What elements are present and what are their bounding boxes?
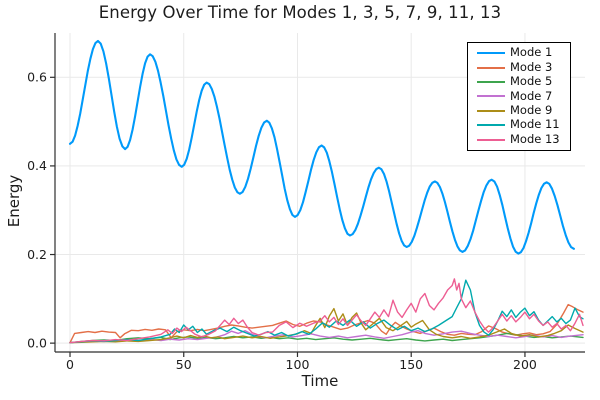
legend-label: Mode 7	[510, 88, 553, 103]
legend-label: Mode 9	[510, 103, 553, 117]
svg-text:200: 200	[513, 357, 537, 372]
svg-text:0.2: 0.2	[27, 247, 47, 262]
legend-line-swatch	[477, 124, 505, 127]
legend-label: Mode 13	[510, 131, 560, 146]
legend-line-swatch	[477, 109, 505, 112]
legend-line-swatch	[477, 52, 505, 55]
chart-title: Energy Over Time for Modes 1, 3, 5, 7, 9…	[98, 3, 502, 22]
legend-label: Mode 1	[510, 45, 553, 60]
legend-row: Mode 5	[468, 75, 570, 89]
legend-row: Mode 7	[468, 89, 570, 103]
svg-text:50: 50	[176, 357, 192, 372]
legend-row: Mode 13	[468, 132, 570, 146]
svg-text:0.0: 0.0	[27, 335, 47, 350]
svg-text:0: 0	[66, 357, 74, 372]
y-axis-label: Energy	[5, 174, 23, 228]
legend-label: Mode 5	[510, 74, 553, 89]
legend-line-swatch	[477, 138, 505, 141]
legend-line-swatch	[477, 80, 505, 83]
legend-label: Mode 3	[510, 59, 553, 74]
svg-text:100: 100	[286, 357, 310, 372]
legend-row: Mode 1	[468, 46, 570, 60]
svg-text:0.6: 0.6	[27, 70, 47, 85]
legend-row: Mode 9	[468, 104, 570, 118]
legend-label: Mode 11	[510, 117, 560, 132]
legend-line-swatch	[477, 95, 505, 98]
legend-line-swatch	[477, 66, 505, 69]
legend: Mode 1 Mode 3 Mode 5 Mode 7 Mode 9 Mode …	[467, 42, 571, 151]
x-axis-label: Time	[301, 372, 339, 390]
svg-text:0.4: 0.4	[27, 158, 47, 173]
legend-row: Mode 11	[468, 118, 570, 132]
svg-text:150: 150	[399, 357, 423, 372]
legend-row: Mode 3	[468, 60, 570, 74]
